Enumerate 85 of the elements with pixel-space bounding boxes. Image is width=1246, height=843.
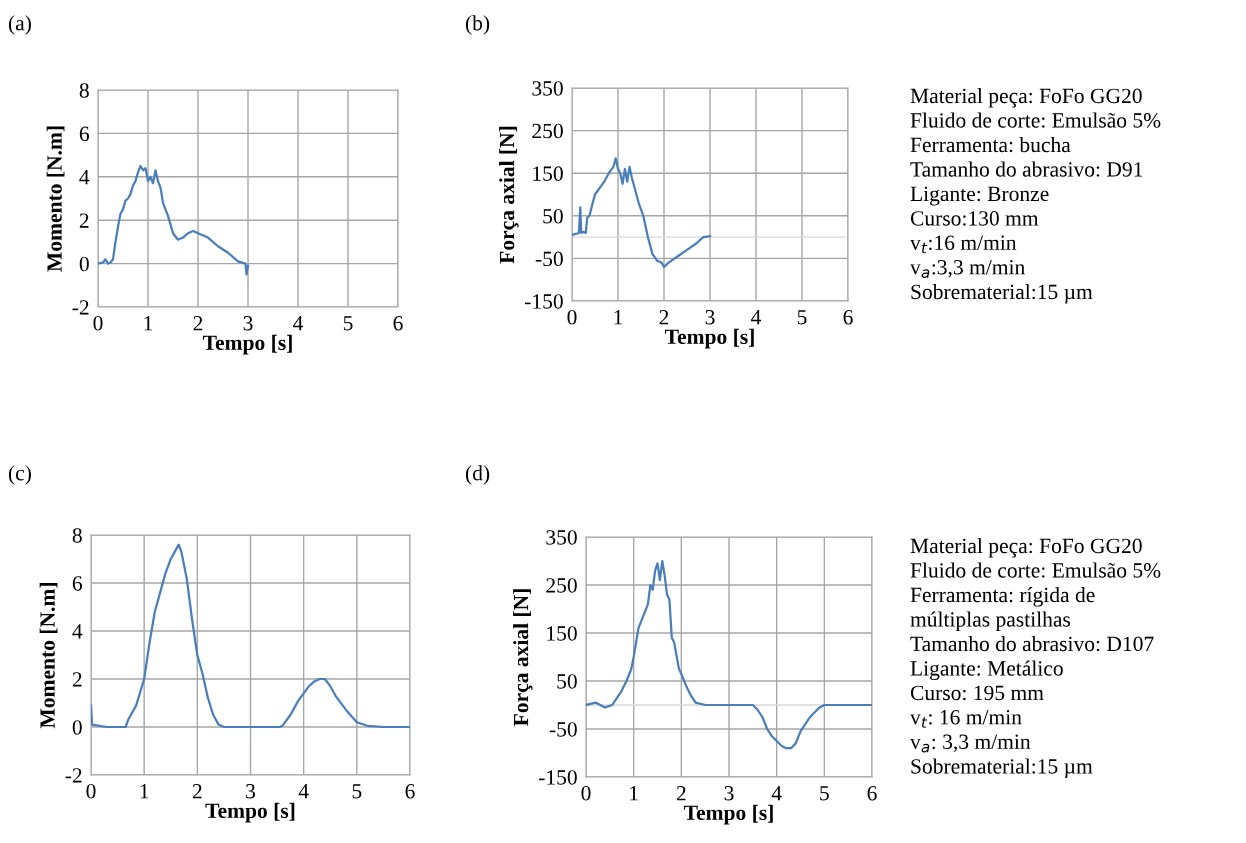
x-axis-title: Tempo [s]: [664, 328, 754, 349]
text: Ferramenta: rígida de: [910, 587, 1095, 607]
x-tick-label: 4: [298, 784, 309, 799]
x-tick-label: 1: [144, 316, 153, 331]
x-axis-title: Tempo [s]: [205, 802, 295, 823]
text: v$_{t}$:16 m/min: [910, 235, 1017, 254]
y-tick-label: -2: [65, 768, 82, 783]
y-tick-label: 2: [79, 213, 89, 228]
text: múltiplas pastilhas: [910, 611, 1071, 632]
y-axis-title: Força axial [N]: [499, 126, 519, 264]
x-tick-label: 3: [705, 310, 715, 325]
x-axis-title: Tempo [s]: [683, 804, 773, 825]
text: v$_{a}$:3,3 m/min: [910, 260, 1025, 279]
x-tick-label: 3: [243, 316, 253, 331]
text: Material peça: FoFo GG20: [910, 538, 1142, 558]
x-tick-label: 6: [405, 784, 415, 799]
chart-title: (b): [465, 15, 490, 35]
x-tick-label: 5: [797, 310, 807, 325]
y-tick-label: 250: [546, 578, 577, 593]
text: Fluido de corte: Emulsão 5%: [910, 562, 1161, 578]
text: Fluido de corte: Emulsão 5%: [910, 112, 1161, 128]
y-tick-label: 0: [79, 256, 89, 272]
y-tick-label: 8: [72, 528, 82, 543]
y-tick-label: -50: [549, 722, 577, 737]
x-tick-label: 6: [393, 316, 403, 331]
x-tick-label: 6: [867, 786, 877, 801]
x-tick-label: 1: [140, 784, 149, 799]
x-axis-title: Tempo [s]: [202, 334, 292, 355]
y-tick-label: 8: [79, 83, 89, 98]
y-tick-label: 6: [72, 576, 83, 591]
y-tick-label: 4: [79, 170, 90, 185]
text: Ligante: Bronze: [910, 186, 1049, 206]
y-tick-label: 0: [72, 720, 82, 735]
y-tick-label: 250: [532, 123, 563, 139]
line-series: [91, 543, 410, 729]
x-tick-label: 2: [676, 786, 686, 801]
x-tick-label: 0: [581, 785, 591, 801]
text: Sobrematerial:15 µm: [911, 284, 1093, 304]
text: Curso: 195 mm: [910, 685, 1044, 701]
y-tick-label: -50: [535, 251, 563, 267]
y-tick-label: -150: [525, 294, 563, 309]
text: Curso:130 mm: [910, 211, 1039, 226]
x-tick-label: 4: [771, 786, 782, 801]
x-tick-label: 1: [630, 786, 638, 801]
y-tick-label: 50: [557, 674, 577, 689]
y-tick-label: 350: [532, 81, 563, 96]
text: Material peça: FoFo GG20: [910, 88, 1142, 108]
text: Tamanho do abrasivo: D107: [910, 636, 1154, 652]
x-tick-label: 4: [751, 310, 762, 325]
y-tick-label: 4: [72, 624, 83, 639]
x-tick-label: 5: [343, 316, 353, 331]
text: Ligante: Metálico: [910, 660, 1063, 681]
chart-title: (c): [8, 465, 31, 485]
line-series: [572, 157, 712, 269]
x-tick-label: 2: [659, 310, 669, 325]
x-tick-label: 3: [246, 784, 256, 799]
y-tick-label: 350: [546, 530, 577, 545]
text: Ferramenta: bucha: [910, 137, 1071, 153]
x-tick-label: 2: [192, 784, 202, 799]
x-tick-label: 3: [724, 786, 734, 801]
x-tick-label: 1: [614, 310, 623, 325]
x-tick-label: 4: [293, 316, 304, 331]
y-tick-label: -2: [72, 300, 89, 315]
x-tick-label: 2: [193, 316, 203, 331]
y-tick-label: 150: [547, 626, 577, 641]
y-axis-title: Momento [N.m]: [39, 583, 58, 729]
y-axis-title: Força axial [N]: [513, 589, 533, 726]
chart-title: (d): [465, 465, 490, 485]
text: Tamanho do abrasivo: D91: [910, 161, 1143, 177]
y-tick-label: 6: [79, 126, 90, 142]
x-tick-label: 5: [352, 784, 362, 799]
y-tick-label: 2: [72, 672, 82, 687]
y-axis-title: Momento [N.m]: [46, 126, 65, 272]
y-tick-label: 50: [543, 208, 563, 224]
x-tick-label: 5: [820, 786, 829, 801]
text: v$_{a}$: 3,3 m/min: [910, 734, 1031, 753]
text: v$_{t}$: 16 m/min: [910, 710, 1022, 728]
x-tick-label: 0: [93, 315, 103, 331]
text: Sobrematerial:15 µm: [911, 758, 1093, 779]
chart-title: (a): [8, 15, 31, 35]
line-series: [586, 559, 872, 750]
x-tick-label: 6: [843, 310, 853, 325]
y-tick-label: -150: [539, 770, 577, 785]
y-tick-label: 150: [533, 166, 563, 181]
line-series: [98, 164, 250, 276]
